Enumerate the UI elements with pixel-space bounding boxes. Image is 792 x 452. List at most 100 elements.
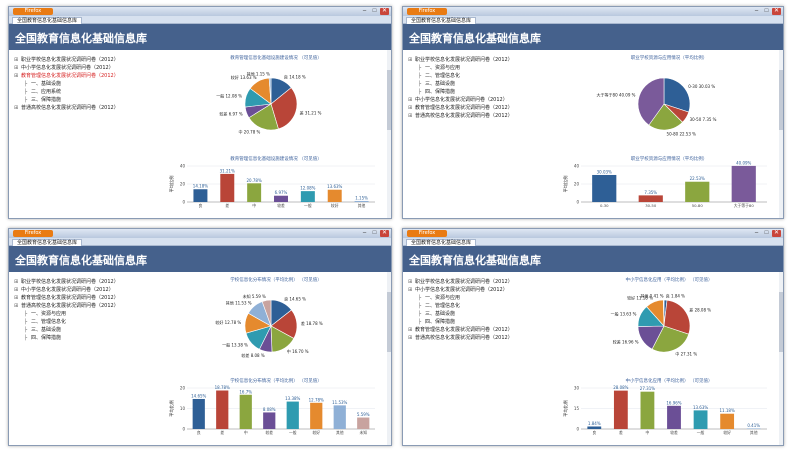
- tree-node[interactable]: ├ 二、管理信息化: [408, 72, 558, 80]
- tree-expander-icon[interactable]: ├: [418, 73, 422, 79]
- tree-node[interactable]: ⊞ 中小学信息化发展状况调研问卷（2012）: [408, 286, 558, 294]
- bar-value-label: 16.96%: [666, 400, 681, 405]
- tree-node[interactable]: ⊞ 普通高校信息化发展状况调研问卷（2012）: [14, 302, 164, 310]
- vertical-scrollbar[interactable]: [387, 272, 391, 445]
- tree-node[interactable]: ├ 四、保障措施: [408, 318, 558, 326]
- tree-expander-icon[interactable]: ⊞: [14, 295, 19, 301]
- close-icon[interactable]: ✕: [772, 8, 781, 15]
- maximize-icon[interactable]: □: [764, 8, 769, 14]
- tree-node[interactable]: ├ 三、保障措施: [14, 96, 164, 104]
- tree-node[interactable]: ├ 一、资源与应用: [14, 310, 164, 318]
- tree-expander-icon[interactable]: ├: [24, 335, 28, 341]
- tree-expander-icon[interactable]: ⊞: [408, 327, 413, 333]
- tree-node[interactable]: ⊞ 职业学校信息化发展状况调研问卷（2012）: [14, 278, 164, 286]
- scrollbar-thumb[interactable]: [387, 70, 391, 130]
- scrollbar-thumb[interactable]: [387, 292, 391, 352]
- maximize-icon[interactable]: □: [372, 230, 377, 236]
- bar-value-label: 11.18%: [720, 408, 735, 413]
- tree-expander-icon[interactable]: ⊞: [14, 303, 19, 309]
- pie-slice-label: 较好 11.18 %: [627, 295, 653, 301]
- close-icon[interactable]: ✕: [380, 230, 389, 237]
- tree-expander-icon[interactable]: ├: [24, 81, 28, 87]
- tree-node[interactable]: ⊞ 职业学校信息化发展状况调研问卷（2012）: [408, 278, 558, 286]
- tree-node[interactable]: ⊞ 教育管理信息化发展状况调研问卷（2012）: [408, 104, 558, 112]
- close-icon[interactable]: ✕: [380, 8, 389, 15]
- tree-expander-icon[interactable]: ├: [418, 65, 422, 71]
- bar-value-label: 11.53%: [332, 400, 347, 405]
- scrollbar-thumb[interactable]: [779, 292, 783, 352]
- tree-expander-icon[interactable]: ├: [24, 97, 28, 103]
- tree-expander-icon[interactable]: ⊞: [14, 279, 19, 285]
- tree-expander-icon[interactable]: ├: [418, 311, 422, 317]
- tree-node[interactable]: ├ 二、管理信息化: [14, 318, 164, 326]
- bar-value-label: 14.65%: [191, 393, 206, 398]
- tree-node[interactable]: ├ 四、保障措施: [408, 88, 558, 96]
- browser-tab[interactable]: 全国教育信息化基础信息库: [406, 17, 477, 24]
- minimize-icon[interactable]: –: [754, 8, 759, 14]
- tree-node[interactable]: ⊞ 中小学信息化发展状况调研问卷（2012）: [408, 96, 558, 104]
- browser-tab[interactable]: 全国教育信息化基础信息库: [12, 17, 83, 24]
- tree-expander-icon[interactable]: ├: [418, 89, 422, 95]
- tree-node[interactable]: ├ 二、应用系统: [14, 88, 164, 96]
- tree-node[interactable]: ├ 三、基础设施: [14, 326, 164, 334]
- minimize-icon[interactable]: –: [754, 230, 759, 236]
- tree-node[interactable]: ⊞ 职业学校信息化发展状况调研问卷（2012）: [408, 56, 558, 64]
- vertical-scrollbar[interactable]: [387, 50, 391, 218]
- tree-expander-icon[interactable]: ⊞: [408, 335, 413, 341]
- tree-node[interactable]: ⊞ 教育管理信息化发展状况调研问卷（2012）: [408, 326, 558, 334]
- tree-node[interactable]: ├ 二、管理信息化: [408, 302, 558, 310]
- tree-node[interactable]: ├ 四、保障措施: [14, 334, 164, 342]
- tree-expander-icon[interactable]: ├: [418, 303, 422, 309]
- tree-node[interactable]: ⊞ 中小学信息化发展状况调研问卷（2012）: [14, 286, 164, 294]
- scrollbar-thumb[interactable]: [779, 70, 783, 130]
- tree-expander-icon[interactable]: ├: [418, 295, 422, 301]
- browser-tab[interactable]: 全国教育信息化基础信息库: [406, 239, 477, 246]
- tree-node[interactable]: ⊞ 教育管理信息化发展状况调研问卷（2012）: [14, 72, 164, 80]
- tree-expander-icon[interactable]: ├: [418, 81, 422, 87]
- close-icon[interactable]: ✕: [772, 230, 781, 237]
- app-menu-button[interactable]: Firefox: [13, 230, 53, 237]
- pie-slice-label: 中 16.70 %: [287, 348, 309, 354]
- tree-node[interactable]: ├ 三、基础设施: [408, 80, 558, 88]
- minimize-icon[interactable]: –: [362, 230, 367, 236]
- tree-node[interactable]: ├ 一、基础设施: [14, 80, 164, 88]
- tree-node[interactable]: ├ 一、资源与应用: [408, 294, 558, 302]
- tree-expander-icon[interactable]: ⊞: [408, 279, 413, 285]
- tree-expander-icon[interactable]: ⊞: [14, 73, 19, 79]
- browser-tab[interactable]: 全国教育信息化基础信息库: [12, 239, 83, 246]
- tree-node[interactable]: ⊞ 普通高校信息化发展状况调研问卷（2012）: [408, 334, 558, 342]
- tree-expander-icon[interactable]: ├: [24, 319, 28, 325]
- tree-node[interactable]: ⊞ 职业学校信息化发展状况调研问卷（2012）: [14, 56, 164, 64]
- app-menu-button[interactable]: Firefox: [13, 8, 53, 15]
- maximize-icon[interactable]: □: [764, 230, 769, 236]
- tree-expander-icon[interactable]: ├: [24, 311, 28, 317]
- tree-node-label: 四、保障措施: [31, 335, 62, 341]
- tree-expander-icon[interactable]: ⊞: [14, 105, 19, 111]
- tree-expander-icon[interactable]: ⊞: [408, 105, 413, 111]
- tree-node[interactable]: ├ 三、基础设施: [408, 310, 558, 318]
- minimize-icon[interactable]: –: [362, 8, 367, 14]
- tree-node[interactable]: ⊞ 中小学信息化发展状况调研问卷（2012）: [14, 64, 164, 72]
- tree-node[interactable]: ⊞ 教育管理信息化发展状况调研问卷（2012）: [14, 294, 164, 302]
- vertical-scrollbar[interactable]: [779, 50, 783, 218]
- tree-expander-icon[interactable]: ⊞: [408, 287, 413, 293]
- tree-expander-icon[interactable]: ├: [24, 327, 28, 333]
- tree-expander-icon[interactable]: ⊞: [14, 57, 19, 63]
- app-menu-button[interactable]: Firefox: [407, 8, 447, 15]
- bar: [731, 165, 756, 202]
- tree-expander-icon[interactable]: ⊞: [408, 57, 413, 63]
- tree-node[interactable]: ⊞ 普通高校信息化发展状况调研问卷（2012）: [408, 112, 558, 120]
- bar: [613, 390, 628, 429]
- app-menu-button[interactable]: Firefox: [407, 230, 447, 237]
- tree-expander-icon[interactable]: ⊞: [408, 113, 413, 119]
- tree-expander-icon[interactable]: ⊞: [14, 65, 19, 71]
- tree-node[interactable]: ⊞ 普通高校信息化发展状况调研问卷（2012）: [14, 104, 164, 112]
- vertical-scrollbar[interactable]: [779, 272, 783, 445]
- tree-expander-icon[interactable]: ⊞: [408, 97, 413, 103]
- maximize-icon[interactable]: □: [372, 8, 377, 14]
- tree-expander-icon[interactable]: ⊞: [14, 287, 19, 293]
- tree-node[interactable]: ├ 一、资源与应用: [408, 64, 558, 72]
- tree-expander-icon[interactable]: ├: [418, 319, 422, 325]
- tree-expander-icon[interactable]: ├: [24, 89, 28, 95]
- y-tick-label: 20: [180, 386, 186, 391]
